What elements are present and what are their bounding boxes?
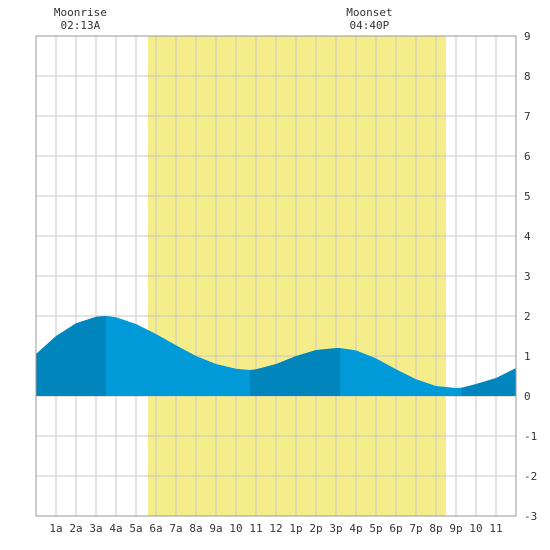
- x-tick-label: 4a: [109, 522, 122, 535]
- x-tick-label: 3a: [89, 522, 102, 535]
- x-tick-label: 9p: [449, 522, 462, 535]
- x-tick-label: 3p: [329, 522, 342, 535]
- x-tick-label: 11: [489, 522, 502, 535]
- y-tick-label: 6: [524, 150, 531, 163]
- y-tick-label: 5: [524, 190, 531, 203]
- y-tick-label: -3: [524, 510, 537, 523]
- plot-frame: [35, 35, 517, 517]
- y-tick-label: 7: [524, 110, 531, 123]
- x-tick-label: 1a: [49, 522, 62, 535]
- x-tick-label: 6a: [149, 522, 162, 535]
- y-tick-label: 4: [524, 230, 531, 243]
- x-tick-label: 6p: [389, 522, 402, 535]
- annotation-label: Moonrise: [54, 6, 107, 19]
- x-tick-label: 1p: [289, 522, 302, 535]
- x-tick-label: 5a: [129, 522, 142, 535]
- y-tick-label: 1: [524, 350, 531, 363]
- x-tick-label: 10: [229, 522, 242, 535]
- x-tick-label: 8a: [189, 522, 202, 535]
- x-tick-label: 9a: [209, 522, 222, 535]
- y-tick-label: -1: [524, 430, 537, 443]
- x-tick-label: 7a: [169, 522, 182, 535]
- annotation-time: 04:40P: [350, 19, 390, 32]
- x-tick-label: 4p: [349, 522, 362, 535]
- y-tick-label: -2: [524, 470, 537, 483]
- y-tick-label: 3: [524, 270, 531, 283]
- y-tick-label: 8: [524, 70, 531, 83]
- annotation-time: 02:13A: [61, 19, 101, 32]
- x-tick-label: 10: [469, 522, 482, 535]
- x-tick-label: 5p: [369, 522, 382, 535]
- x-tick-label: 2p: [309, 522, 322, 535]
- x-tick-label: 11: [249, 522, 262, 535]
- y-tick-label: 2: [524, 310, 531, 323]
- y-tick-label: 9: [524, 30, 531, 43]
- y-tick-label: 0: [524, 390, 531, 403]
- x-tick-label: 7p: [409, 522, 422, 535]
- annotation-label: Moonset: [346, 6, 392, 19]
- x-tick-label: 8p: [429, 522, 442, 535]
- x-tick-label: 2a: [69, 522, 82, 535]
- x-tick-label: 12: [269, 522, 282, 535]
